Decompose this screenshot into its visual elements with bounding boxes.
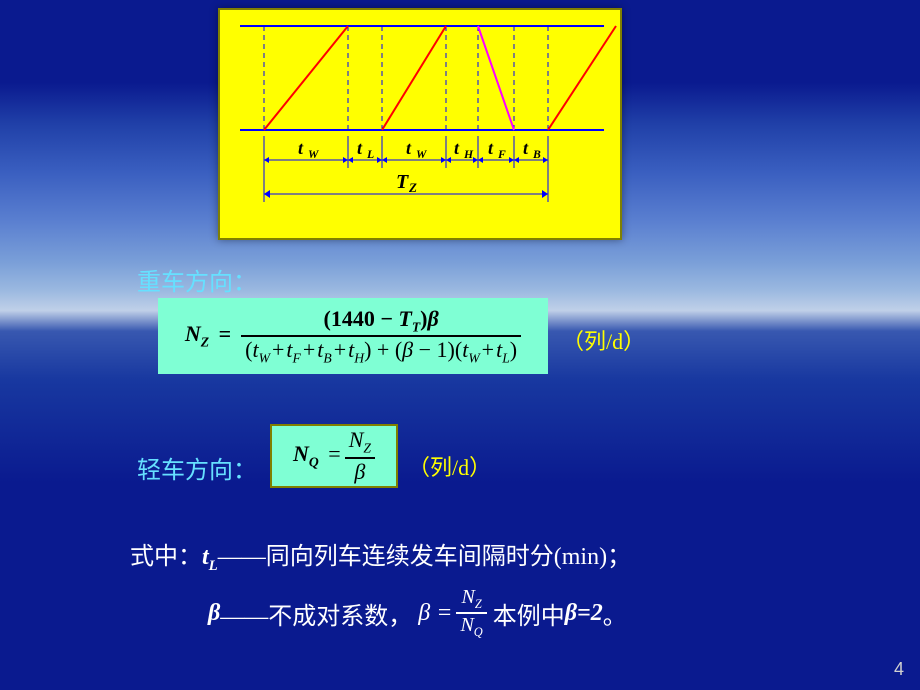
svg-text:W: W <box>416 148 428 161</box>
svg-text:t: t <box>488 138 494 158</box>
light-direction-label: 轻车方向： <box>137 450 257 485</box>
timing-diagram: tWtLtWtHtFtBTZ <box>218 8 622 240</box>
timing-diagram-svg: tWtLtWtHtFtBTZ <box>220 10 620 238</box>
definition-tL: 式中：tL——同向列车连续发车间隔时分(min)； <box>130 536 631 575</box>
svg-text:L: L <box>366 148 374 161</box>
svg-text:t: t <box>523 138 529 158</box>
svg-text:t: t <box>454 138 460 158</box>
unit-label-1: （列/d） <box>562 324 645 356</box>
svg-text:W: W <box>308 148 320 161</box>
formula-nz: NZ = (1440 − TT)β (tW+tF+tB+tH) + (β − 1… <box>185 306 521 367</box>
svg-text:t: t <box>357 138 363 158</box>
unit-label-2: （列/d） <box>408 450 491 482</box>
heavy-direction-label: 重车方向： <box>137 262 257 297</box>
svg-text:t: t <box>298 138 304 158</box>
svg-text:Z: Z <box>408 180 417 195</box>
formula-nq-box: NQ = NZ β <box>270 424 398 488</box>
slide: tWtLtWtHtFtBTZ 重车方向： NZ = (1440 − TT)β (… <box>0 0 920 690</box>
svg-text:H: H <box>463 148 474 161</box>
svg-text:B: B <box>532 148 541 161</box>
page-number: 4 <box>894 659 904 680</box>
svg-text:T: T <box>396 171 409 193</box>
svg-text:F: F <box>497 148 506 161</box>
svg-text:t: t <box>406 138 412 158</box>
formula-nz-box: NZ = (1440 − TT)β (tW+tF+tB+tH) + (β − 1… <box>158 298 548 374</box>
definition-beta: β——不成对系数， β = NZ NQ 本例中β=2。 <box>208 586 627 640</box>
